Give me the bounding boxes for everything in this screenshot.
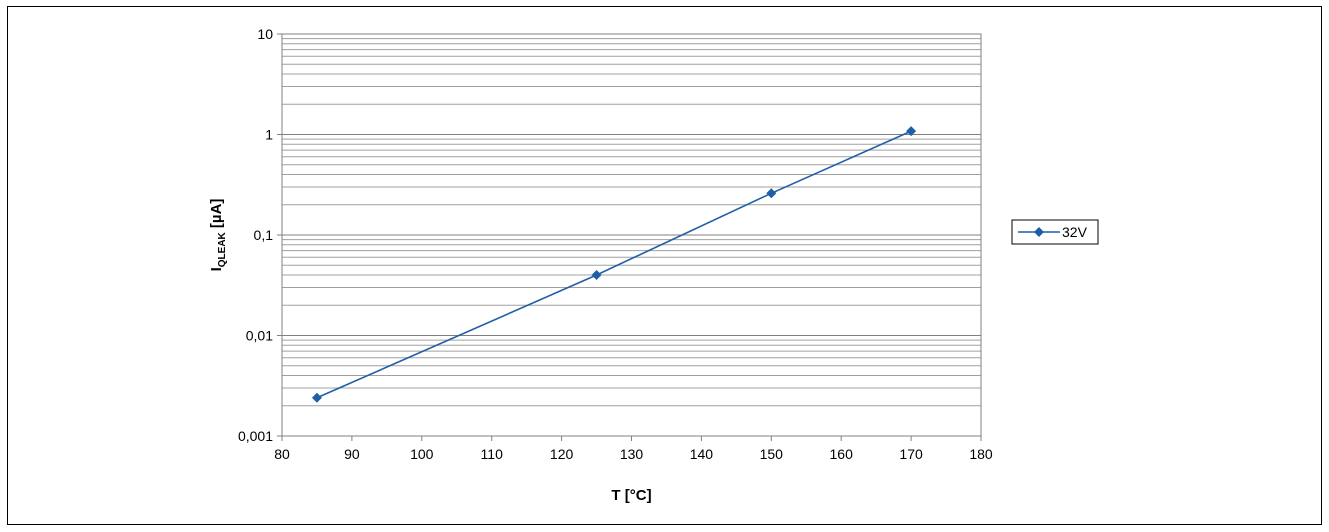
x-tick-label: 180 [969, 446, 993, 462]
legend-label: 32V [1062, 224, 1088, 240]
x-axis-title: T [°C] [611, 487, 651, 504]
data-point-marker [906, 126, 917, 137]
x-tick-label: 90 [344, 446, 360, 462]
data-point-marker [311, 392, 322, 403]
y-tick-label: 0,1 [254, 227, 274, 243]
x-tick-label: 130 [620, 446, 644, 462]
y-tick-label: 0,001 [238, 428, 273, 444]
x-tick-label: 80 [274, 446, 290, 462]
y-axis-title-main: I [208, 267, 225, 271]
x-tick-label: 100 [410, 446, 434, 462]
series-line [316, 130, 912, 399]
legend: 32V [1011, 219, 1099, 245]
data-point-marker [591, 269, 602, 280]
x-tick-label: 150 [760, 446, 784, 462]
y-axis-title-unit: [µA] [208, 199, 225, 233]
y-tick-label: 0,01 [246, 328, 273, 344]
x-tick-label: 140 [690, 446, 714, 462]
grid [282, 38, 981, 437]
legend-diamond-marker [1034, 227, 1044, 237]
x-tick-label: 110 [481, 446, 504, 462]
y-tick-label: 10 [257, 26, 273, 42]
series-layer [311, 126, 917, 403]
x-tick-label: 160 [830, 446, 854, 462]
y-tick-label: 1 [265, 127, 273, 143]
x-tick-label: 170 [899, 446, 923, 462]
y-axis-title-subscript: QLEAK [217, 231, 228, 267]
y-axis-title: IQLEAK [µA] [208, 199, 228, 272]
axis-ticks: 80 90 100 110 120 130 140 150 160 170 1800,0010,01… [238, 26, 993, 462]
x-tick-label: 120 [550, 446, 574, 462]
data-point-marker [766, 188, 777, 199]
